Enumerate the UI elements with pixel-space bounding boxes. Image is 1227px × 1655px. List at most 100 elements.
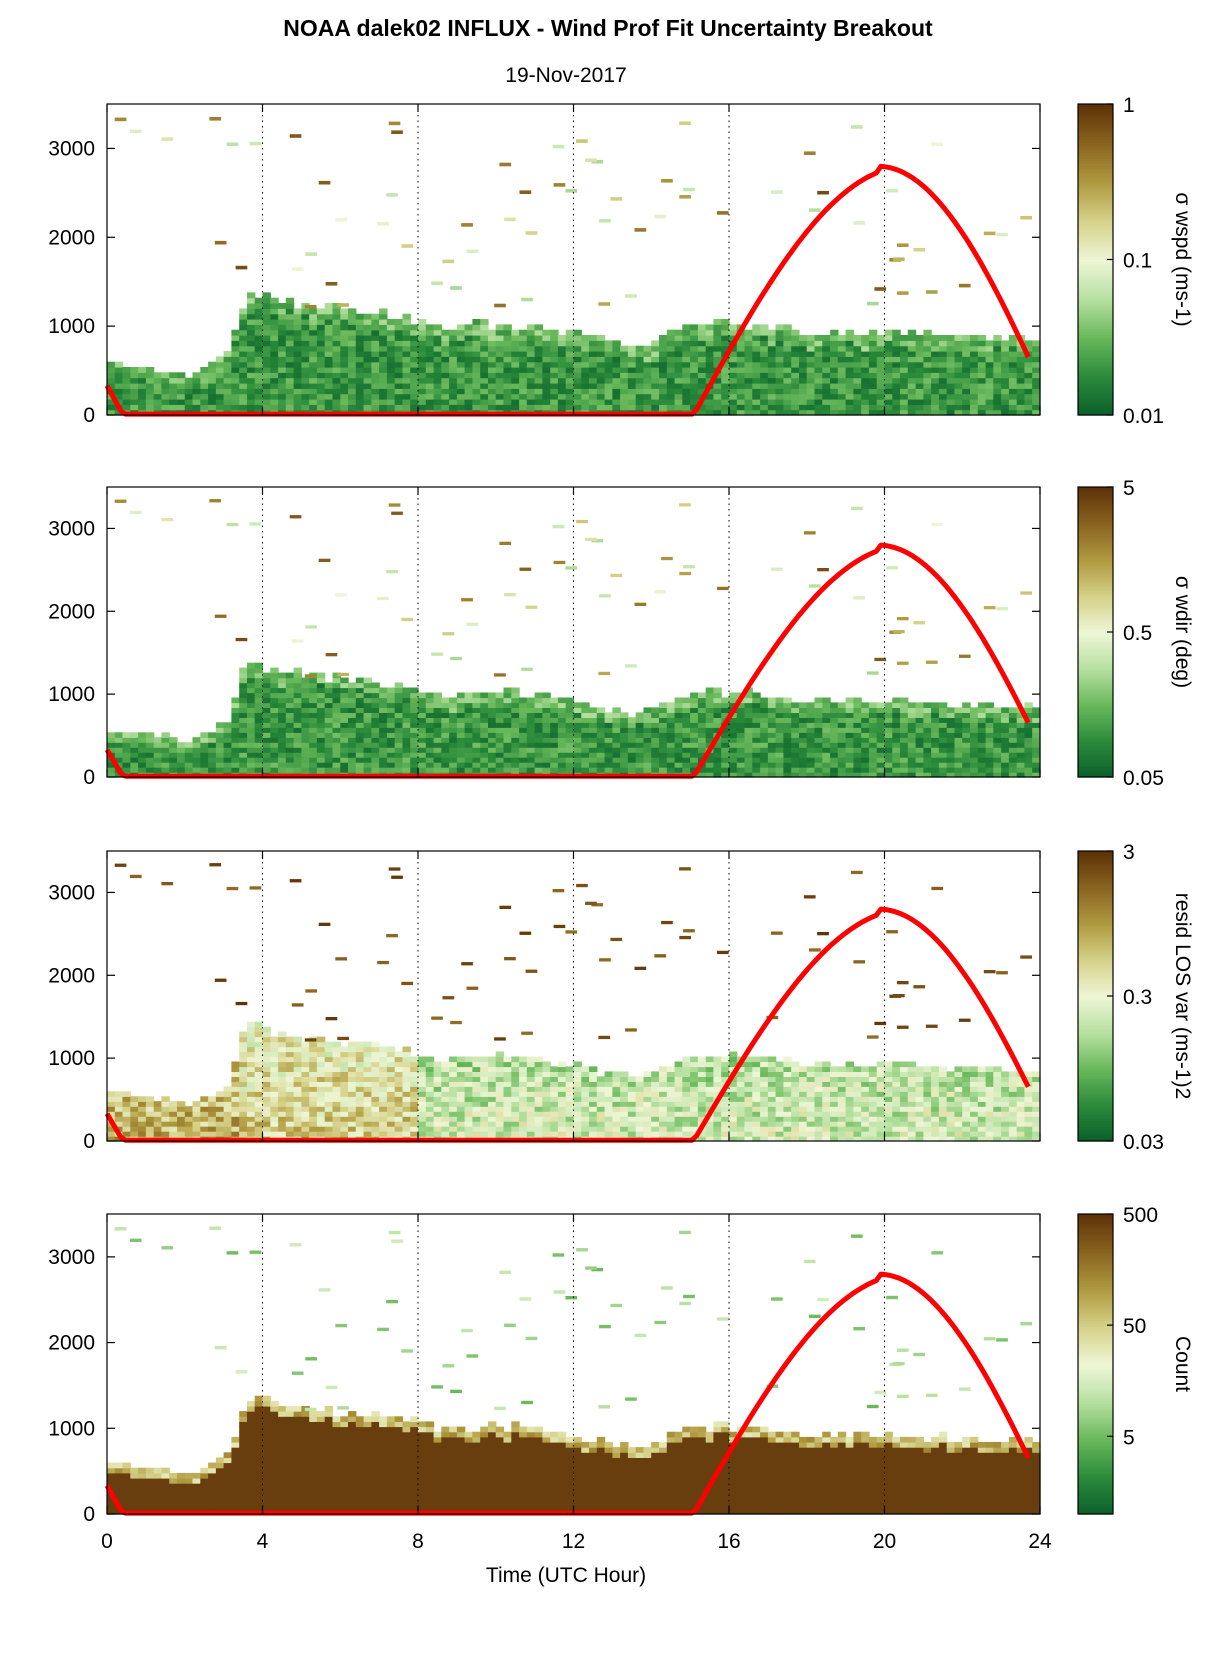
heatmap-cell — [721, 737, 730, 743]
heatmap-cell — [305, 252, 317, 256]
heatmap-cell — [900, 372, 909, 379]
heatmap-cell — [262, 762, 271, 768]
heatmap-cell — [363, 335, 372, 341]
colorbar-swatch — [1078, 150, 1113, 154]
heatmap-cell — [729, 399, 738, 405]
heatmap-cell — [316, 737, 326, 743]
heatmap-cell — [161, 404, 170, 411]
heatmap-cell — [379, 747, 388, 753]
heatmap-cell — [830, 383, 839, 389]
heatmap-cell — [332, 351, 341, 357]
heatmap-cell — [449, 335, 458, 341]
heatmap-cell — [760, 329, 769, 336]
heatmap-cell — [215, 1091, 225, 1097]
heatmap-cell — [923, 329, 932, 336]
heatmap-cell — [799, 752, 808, 758]
colorbar-swatch — [1078, 574, 1113, 577]
heatmap-cell — [247, 1086, 256, 1092]
heatmap-cell — [682, 335, 691, 341]
heatmap-cell — [503, 752, 512, 758]
heatmap-cell — [107, 1106, 116, 1112]
heatmap-cell — [931, 762, 940, 768]
heatmap-cell — [363, 361, 372, 368]
heatmap-cell — [744, 692, 753, 699]
heatmap-cell — [993, 727, 1002, 733]
heatmap-cell — [293, 682, 302, 689]
heatmap-cell — [682, 324, 691, 331]
heatmap-cell — [861, 747, 870, 753]
heatmap-cell — [285, 404, 295, 411]
heatmap-cell — [495, 697, 505, 704]
heatmap-cell — [521, 297, 533, 302]
heatmap-cell — [1016, 747, 1026, 753]
heatmap-cell — [993, 383, 1002, 389]
heatmap-cell — [441, 340, 450, 347]
heatmap-cell — [301, 762, 310, 768]
heatmap-cell — [316, 1046, 326, 1053]
heatmap-cell — [752, 747, 761, 753]
heatmap-cell — [348, 682, 357, 689]
heatmap-cell — [760, 707, 769, 713]
heatmap-cell — [363, 324, 372, 331]
heatmap-cell — [651, 747, 660, 753]
heatmap-cell — [822, 722, 831, 728]
heatmap-cell — [962, 356, 971, 363]
heatmap-cell — [418, 1121, 427, 1127]
heatmap-cell — [231, 377, 240, 384]
heatmap-cell — [1001, 409, 1010, 416]
heatmap-cell — [659, 727, 668, 733]
heatmap-cell — [620, 722, 629, 728]
heatmap-cell — [806, 356, 816, 363]
heatmap-cell — [278, 303, 287, 309]
heatmap-cell — [418, 340, 427, 347]
colorbar-tick-label: 0.5 — [1123, 622, 1152, 645]
colorbar-swatch — [1078, 661, 1113, 664]
colorbar-tick-label: 0.1 — [1123, 250, 1152, 273]
heatmap-cell — [822, 697, 831, 704]
heatmap-cell — [169, 383, 178, 389]
heatmap-cell — [596, 762, 606, 768]
heatmap-cell — [589, 712, 598, 718]
heatmap-cell — [215, 1121, 225, 1127]
heatmap-cell — [697, 377, 707, 384]
heatmap-cell — [503, 335, 512, 341]
heatmap-cell — [418, 1101, 427, 1107]
heatmap-cell — [293, 1051, 302, 1058]
heatmap-cell — [262, 722, 271, 728]
heatmap-cell — [402, 1096, 411, 1102]
heatmap-cell — [690, 737, 699, 743]
heatmap-cell — [550, 393, 559, 400]
heatmap-cell — [853, 747, 862, 753]
heatmap-cell — [402, 388, 411, 395]
heatmap-cell — [472, 377, 481, 384]
heatmap-cell — [456, 1111, 466, 1117]
heatmap-cell — [659, 767, 668, 773]
heatmap-cell — [332, 1081, 341, 1087]
heatmap-cell — [301, 677, 310, 684]
heatmap-cell — [301, 1101, 310, 1107]
heatmap-cell — [651, 727, 660, 733]
heatmap-cell — [612, 712, 621, 718]
heatmap-cell — [713, 377, 722, 384]
heatmap-cell — [278, 340, 287, 347]
heatmap-cell — [386, 702, 396, 708]
heatmap-cell — [332, 1111, 341, 1117]
heatmap-cell — [767, 762, 777, 768]
heatmap-cell — [262, 372, 271, 379]
heatmap-cell — [752, 752, 761, 758]
heatmap-cell — [456, 340, 466, 347]
heatmap-cell — [499, 162, 512, 167]
heatmap-cell — [464, 1091, 473, 1097]
heatmap-cell — [247, 1076, 256, 1082]
heatmap-cell — [938, 340, 948, 347]
heatmap-cell — [340, 388, 349, 395]
colorbar-swatch — [1078, 161, 1113, 165]
heatmap-cell — [371, 682, 380, 689]
heatmap-cell — [262, 383, 271, 389]
heatmap-cell — [200, 404, 209, 411]
heatmap-cell — [386, 762, 396, 768]
heatmap-cell — [223, 737, 232, 743]
heatmap-cell — [679, 571, 691, 576]
heatmap-cell — [1001, 732, 1010, 738]
colorbar-swatch — [1078, 745, 1113, 749]
